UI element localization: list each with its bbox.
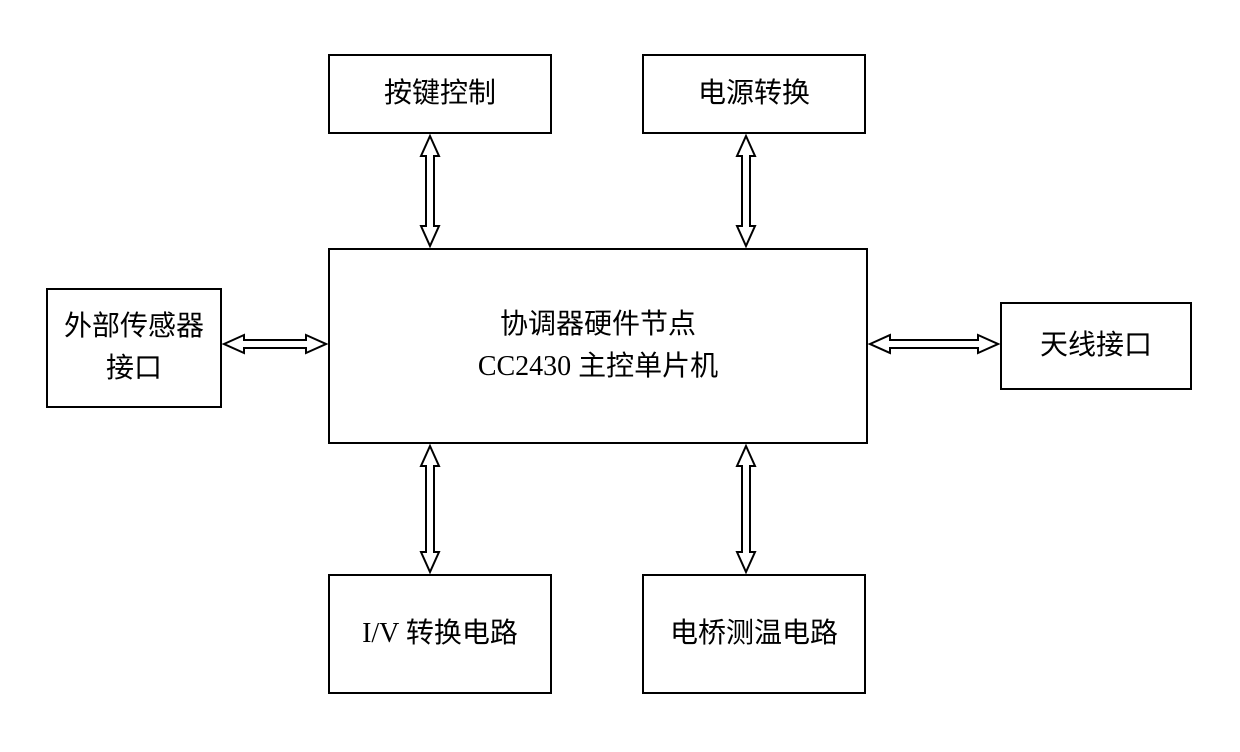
block-antenna-interface: 天线接口 — [1000, 302, 1192, 390]
arrow-center-right — [868, 331, 1000, 357]
block-power-convert: 电源转换 — [642, 54, 866, 134]
block-label: 协调器硬件节点CC2430 主控单片机 — [478, 304, 718, 388]
block-bridge-temp: 电桥测温电路 — [642, 574, 866, 694]
block-label: 电桥测温电路 — [670, 613, 838, 655]
block-label: 按键控制 — [384, 73, 496, 115]
block-button-control: 按键控制 — [328, 54, 552, 134]
block-label: I/V 转换电路 — [362, 613, 518, 655]
block-label: 天线接口 — [1040, 325, 1152, 367]
arrow-topright-center — [733, 134, 759, 248]
arrow-left-center — [222, 331, 328, 357]
arrow-center-bottomright — [733, 444, 759, 574]
block-label: 外部传感器接口 — [58, 306, 210, 390]
arrow-topleft-center — [417, 134, 443, 248]
block-label: 电源转换 — [698, 73, 810, 115]
block-coordinator-mcu: 协调器硬件节点CC2430 主控单片机 — [328, 248, 868, 444]
block-iv-convert: I/V 转换电路 — [328, 574, 552, 694]
arrow-center-bottomleft — [417, 444, 443, 574]
block-external-sensor: 外部传感器接口 — [46, 288, 222, 408]
